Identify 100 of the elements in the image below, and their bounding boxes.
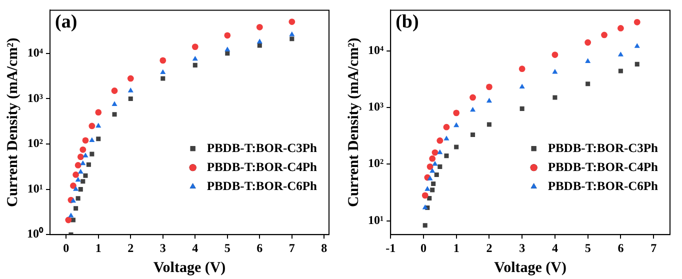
x-tick-label: -1: [386, 240, 396, 255]
point: [618, 52, 624, 56]
point: [426, 163, 434, 170]
point: [73, 186, 79, 191]
point: [424, 186, 430, 191]
x-tick-label: 5: [584, 240, 591, 255]
point: [256, 24, 263, 30]
point: [453, 110, 460, 116]
chart-title: (b): [396, 12, 419, 33]
point: [75, 176, 81, 182]
point: [422, 204, 428, 210]
point: [80, 160, 86, 166]
legend-label: PBDB-T:BOR-C3Ph: [548, 140, 658, 155]
point: [96, 136, 101, 142]
x-tick-label: 6: [256, 240, 263, 255]
point: [552, 95, 558, 100]
point: [290, 36, 294, 42]
x-tick-label: 8: [321, 240, 328, 255]
x-tick-label: 3: [519, 240, 526, 255]
point: [443, 124, 450, 130]
point: [112, 112, 117, 117]
x-tick-label: 4: [192, 240, 198, 255]
y-tick-label: 10⁴: [27, 46, 44, 60]
x-tick-label: 5: [224, 240, 230, 255]
point: [518, 66, 526, 72]
point: [427, 176, 433, 180]
x-tick-label: 2: [128, 240, 134, 255]
point: [429, 155, 436, 162]
point: [431, 181, 436, 186]
point: [617, 25, 624, 32]
point: [76, 196, 80, 201]
y-tick-label: 10²: [368, 156, 384, 170]
point: [70, 218, 76, 222]
point: [584, 39, 592, 46]
point: [520, 106, 524, 111]
point: [618, 68, 623, 74]
point: [160, 76, 166, 81]
x-axis-title: Voltage (V): [494, 260, 566, 276]
point: [432, 160, 438, 166]
legend-label: PBDB-T:BOR-C6Ph: [548, 178, 658, 193]
y-tick-label: 10⁴: [368, 42, 384, 57]
point: [78, 187, 83, 192]
point: [634, 62, 640, 66]
point: [80, 179, 86, 184]
point: [74, 162, 82, 168]
point: [192, 44, 198, 50]
point: [65, 216, 72, 224]
y-tick-label: 10²: [27, 136, 44, 150]
y-tick-label: 10¹: [368, 212, 384, 227]
x-tick-label: 3: [160, 240, 166, 255]
x-tick-label: 7: [650, 240, 657, 255]
point: [95, 109, 102, 116]
point: [444, 154, 449, 158]
point: [289, 31, 295, 36]
point: [432, 149, 438, 156]
point: [78, 168, 84, 174]
point: [127, 75, 134, 82]
y-tick-label: 10³: [368, 100, 384, 114]
point: [83, 173, 88, 178]
point: [224, 32, 231, 39]
point: [470, 94, 476, 101]
point: [111, 88, 118, 94]
point: [77, 154, 84, 160]
point: [454, 144, 459, 150]
point: [486, 84, 492, 90]
x-tick-label: 4: [552, 240, 558, 255]
point: [430, 188, 435, 192]
chart-title: (a): [55, 12, 78, 33]
point: [486, 98, 492, 103]
point: [224, 46, 230, 52]
point: [601, 32, 608, 38]
point: [454, 122, 460, 128]
x-tick-label: 7: [288, 240, 295, 255]
legend-label: PBDB-T:BOR-C6Ph: [206, 178, 318, 193]
point: [438, 164, 442, 169]
point: [80, 146, 86, 153]
point: [96, 122, 102, 128]
point: [256, 38, 262, 44]
point: [72, 172, 80, 178]
point: [436, 137, 444, 144]
x-axis-title: Voltage (V): [153, 260, 226, 276]
point: [422, 223, 428, 228]
point: [128, 96, 133, 101]
x-tick-label: 0: [420, 240, 426, 255]
point: [470, 132, 476, 137]
point: [68, 212, 74, 218]
y-tick-label: 10⁰: [27, 226, 44, 241]
point: [427, 196, 432, 200]
x-tick-label: 2: [486, 240, 492, 255]
point: [70, 182, 76, 189]
point: [192, 62, 198, 68]
point: [585, 58, 591, 63]
y-tick-label: 10¹: [27, 181, 44, 196]
legend-label: PBDB-T:BOR-C3Ph: [206, 140, 318, 155]
point: [112, 101, 118, 106]
x-tick-label: 6: [618, 240, 624, 255]
point: [288, 18, 296, 25]
point: [552, 68, 558, 74]
point: [128, 88, 134, 92]
point: [634, 43, 640, 48]
